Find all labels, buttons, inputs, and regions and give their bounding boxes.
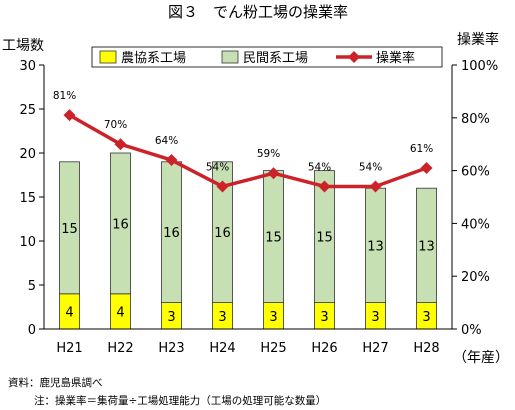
axes-layer: 0 5 10 15 20 25 30 0% 20% 40% 60% 80% 100% H21 H22 H23 H… <box>19 59 498 356</box>
bar-segment-H22-1 <box>110 152 131 295</box>
bar-segment-H21-1 <box>59 161 80 295</box>
x-tick-label: H27 <box>362 341 388 356</box>
y-right-tick-label: 0% <box>461 323 482 338</box>
y-left-tick-label: 20 <box>19 147 36 162</box>
y-left-tick-label: 10 <box>19 235 36 250</box>
legend-swatch-1 <box>221 50 239 64</box>
rate-data-label: 70% <box>104 119 127 131</box>
rate-data-label: 54% <box>359 161 382 173</box>
y-left-tick-label: 0 <box>28 323 36 338</box>
rate-line-layer: 81% 70% 64% 54% 59% 54% 54% 61% <box>53 90 433 193</box>
bar-value-label: 15 <box>265 231 282 246</box>
y-left-tick-label: 15 <box>19 191 36 206</box>
x-tick-label: H24 <box>209 341 235 356</box>
bar-value-label: 13 <box>367 239 384 254</box>
y-axis-left-label: 工場数 <box>2 38 44 54</box>
rate-point-H24 <box>216 180 229 193</box>
x-tick-label: H22 <box>107 341 133 356</box>
bars-layer: 4 15 4 16 3 16 3 16 3 15 3 15 3 13 3 13 <box>59 152 437 330</box>
y-axis-right-label: 操業率 <box>457 31 499 48</box>
rate-point-H25 <box>267 167 280 180</box>
bar-value-label: 16 <box>112 217 129 232</box>
bar-segment-H24-1 <box>212 161 233 304</box>
y-left-tick-label: 30 <box>19 59 36 74</box>
x-tick-label: H28 <box>413 341 439 356</box>
rate-point-H26 <box>318 180 331 193</box>
legend-label: 民間系工場 <box>243 51 308 66</box>
rate-point-H23 <box>165 154 178 167</box>
bar-value-label: 3 <box>422 310 430 325</box>
rate-data-label: 59% <box>257 148 280 160</box>
rate-data-label: 54% <box>206 161 229 173</box>
y-right-tick-label: 100% <box>461 59 498 74</box>
legend-label: 農協系工場 <box>121 51 186 66</box>
bar-segment-H26-1 <box>314 170 335 304</box>
legend-label: 操業率 <box>376 50 415 66</box>
source-note: 資料：鹿児島県調べ <box>8 376 103 389</box>
bar-value-label: 3 <box>167 310 175 325</box>
legend: 農協系工場 民間系工場 操業率 <box>91 46 443 68</box>
bar-value-label: 16 <box>163 226 180 241</box>
bar-value-label: 3 <box>218 310 226 325</box>
rate-point-H22 <box>114 138 127 151</box>
y-right-tick-label: 20% <box>461 270 490 285</box>
rate-data-label: 54% <box>308 161 331 173</box>
x-tick-label: H21 <box>56 341 82 356</box>
rate-data-label: 81% <box>53 90 76 102</box>
legend-line-marker <box>348 51 360 63</box>
bar-value-label: 13 <box>418 239 435 254</box>
y-right-tick-label: 80% <box>461 112 490 127</box>
x-tick-label: H25 <box>260 341 286 356</box>
y-left-tick-label: 25 <box>19 103 36 118</box>
bar-value-label: 15 <box>61 222 78 237</box>
chart-title: 図３ でん粉工場の操業率 <box>168 3 348 21</box>
rate-data-label: 64% <box>155 135 178 147</box>
rate-point-H28 <box>420 161 433 174</box>
bar-value-label: 4 <box>116 305 124 320</box>
bar-value-label: 3 <box>371 310 379 325</box>
bar-value-label: 15 <box>316 231 333 246</box>
bar-value-label: 3 <box>269 310 277 325</box>
x-tick-label: H26 <box>311 341 337 356</box>
rate-data-label: 61% <box>410 143 433 155</box>
bar-value-label: 16 <box>214 226 231 241</box>
rate-point-H21 <box>63 109 76 122</box>
x-tick-label: H23 <box>158 341 184 356</box>
x-axis-unit-label: （年産） <box>453 350 509 366</box>
legend-swatch-0 <box>99 50 117 64</box>
y-right-tick-label: 40% <box>461 217 490 232</box>
y-left-tick-label: 5 <box>28 279 36 294</box>
bar-value-label: 3 <box>320 310 328 325</box>
y-right-tick-label: 60% <box>461 165 490 180</box>
formula-note: 注：操業率＝集荷量÷工場処理能力（工場の処理可能な数量） <box>34 394 326 407</box>
bar-value-label: 4 <box>65 305 73 320</box>
rate-point-H27 <box>369 180 382 193</box>
bar-segment-H28-1 <box>416 187 437 303</box>
rate-line <box>68 113 428 189</box>
